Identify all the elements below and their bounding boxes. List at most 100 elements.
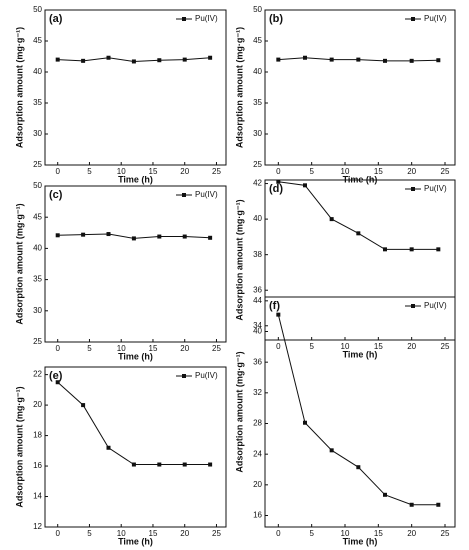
data-point (182, 57, 187, 62)
y-tick-label: 25 (33, 160, 42, 169)
panel-label: (a) (49, 13, 63, 25)
data-point (81, 403, 86, 408)
y-tick-label: 20 (33, 400, 42, 409)
x-tick-label: 0 (276, 529, 281, 538)
x-tick-label: 20 (407, 167, 416, 176)
data-point (383, 58, 387, 63)
y-tick-label: 42 (253, 179, 262, 188)
y-tick-label: 34 (253, 321, 262, 330)
y-tick-label: 30 (33, 306, 42, 315)
x-tick-label: 25 (441, 342, 450, 351)
plot-frame (264, 296, 456, 528)
legend-label: Pu(IV) (424, 14, 447, 23)
x-axis-label: Time (h) (118, 174, 153, 184)
data-point (329, 448, 334, 453)
data-point (329, 57, 334, 62)
y-tick-label: 40 (33, 67, 42, 76)
x-axis-label: Time (h) (343, 174, 378, 184)
data-point (182, 462, 187, 467)
x-tick-label: 10 (341, 529, 350, 538)
x-tick-label: 10 (341, 342, 350, 351)
panel-label: (d) (269, 183, 283, 195)
data-point (303, 420, 307, 425)
data-point (276, 312, 281, 317)
x-axis-label: Time (h) (343, 349, 378, 359)
x-tick-label: 0 (276, 167, 281, 176)
data-point (436, 247, 441, 252)
y-axis-label: Adsorption amount (mg·g⁻¹) (234, 27, 244, 148)
data-point (329, 217, 334, 222)
x-tick-label: 20 (407, 529, 416, 538)
y-tick-label: 24 (253, 449, 262, 458)
data-point (409, 502, 414, 507)
x-tick-label: 25 (212, 529, 221, 538)
y-tick-label: 25 (33, 337, 42, 346)
data-point (81, 58, 86, 63)
y-tick-label: 50 (33, 5, 42, 14)
y-axis-label: Adsorption amount (mg·g⁻¹) (14, 27, 24, 148)
y-tick-label: 44 (253, 296, 262, 305)
x-tick-label: 0 (55, 344, 60, 353)
x-tick-label: 5 (87, 344, 92, 353)
legend-label: Pu(IV) (424, 301, 447, 310)
x-axis-label: Time (h) (118, 351, 153, 361)
x-tick-label: 10 (117, 167, 126, 176)
x-tick-label: 5 (309, 342, 314, 351)
data-point (55, 57, 60, 62)
x-tick-label: 25 (212, 167, 221, 176)
legend-marker (411, 187, 415, 191)
y-axis-label: Adsorption amount (mg·g⁻¹) (234, 199, 244, 320)
x-tick-label: 15 (149, 529, 158, 538)
y-tick-label: 36 (253, 285, 262, 294)
y-tick-label: 36 (253, 357, 262, 366)
y-tick-label: 28 (253, 419, 262, 428)
data-point (276, 57, 281, 62)
x-tick-label: 20 (180, 344, 189, 353)
y-tick-label: 20 (253, 480, 262, 489)
data-point (409, 58, 414, 63)
x-tick-label: 0 (276, 342, 281, 351)
x-tick-label: 15 (374, 342, 383, 351)
y-tick-label: 45 (33, 212, 42, 221)
legend-marker (411, 17, 415, 21)
data-point (131, 59, 136, 64)
x-axis-label: Time (h) (343, 536, 378, 546)
x-tick-label: 20 (407, 342, 416, 351)
y-axis-label: Adsorption amount (mg·g⁻¹) (234, 351, 244, 472)
y-tick-label: 30 (253, 129, 262, 138)
plot-frame (44, 9, 227, 166)
y-tick-label: 35 (33, 98, 42, 107)
y-tick-label: 14 (33, 492, 42, 501)
data-point (383, 492, 387, 497)
legend-label: Pu(IV) (424, 184, 447, 193)
data-point (208, 55, 213, 60)
data-point (303, 183, 307, 188)
y-tick-label: 40 (33, 244, 42, 253)
x-tick-label: 25 (212, 344, 221, 353)
x-tick-label: 10 (117, 344, 126, 353)
panel-label: (b) (269, 13, 283, 25)
data-point (131, 462, 136, 467)
x-tick-label: 0 (55, 167, 60, 176)
x-tick-label: 0 (55, 529, 60, 538)
y-tick-label: 40 (253, 214, 262, 223)
data-point (157, 58, 162, 63)
x-tick-label: 20 (180, 529, 189, 538)
x-tick-label: 5 (87, 167, 92, 176)
data-point (55, 233, 60, 238)
panel-label: (c) (49, 189, 63, 201)
x-tick-label: 5 (309, 529, 314, 538)
data-point (383, 247, 387, 252)
legend-label: Pu(IV) (195, 14, 218, 23)
data-point (356, 231, 361, 236)
legend-marker (182, 17, 186, 21)
data-point (436, 58, 441, 63)
y-tick-label: 18 (33, 431, 42, 440)
x-tick-label: 10 (117, 529, 126, 538)
y-tick-label: 40 (253, 67, 262, 76)
y-tick-label: 12 (33, 522, 42, 531)
legend-marker (411, 304, 415, 308)
data-point (157, 462, 162, 467)
y-tick-label: 50 (33, 181, 42, 190)
